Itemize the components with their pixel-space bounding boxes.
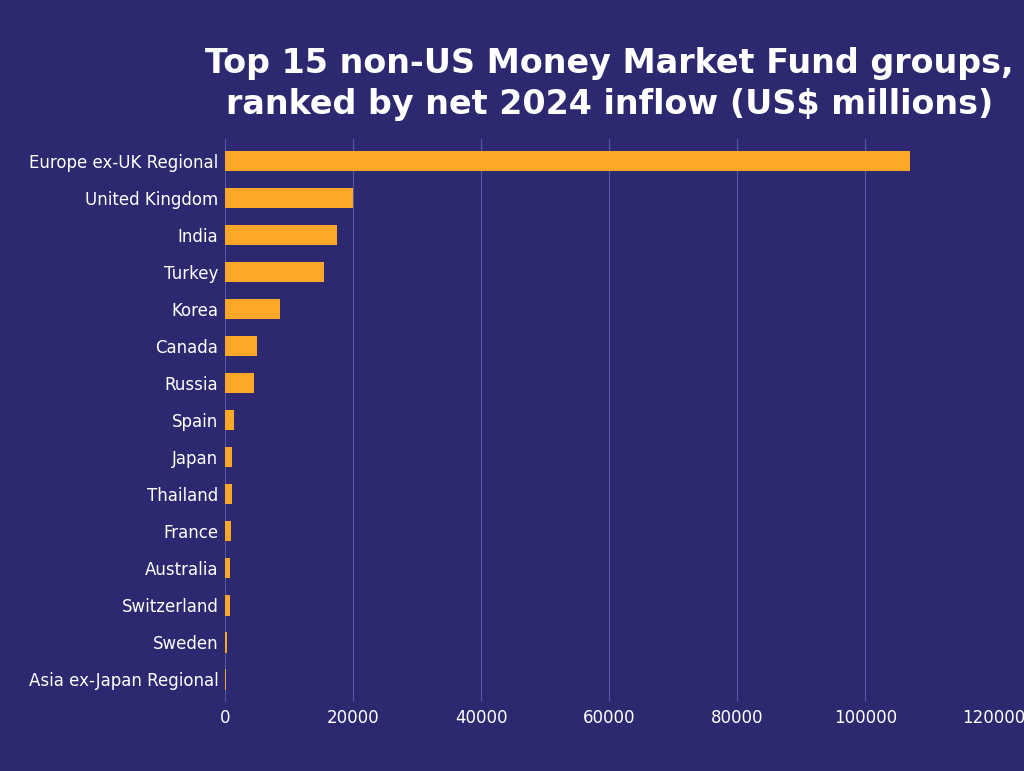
Bar: [225, 558, 230, 578]
Bar: [225, 595, 229, 615]
Bar: [225, 521, 231, 541]
Bar: [225, 632, 226, 652]
Bar: [225, 225, 337, 245]
Bar: [225, 336, 257, 356]
Bar: [225, 373, 254, 393]
Bar: [225, 484, 231, 504]
Bar: [225, 299, 280, 319]
Bar: [225, 262, 325, 282]
Bar: [225, 447, 232, 467]
Bar: [225, 151, 910, 171]
Bar: [225, 188, 353, 208]
Bar: [225, 410, 233, 430]
Title: Top 15 non-US Money Market Fund groups,
ranked by net 2024 inflow (US$ millions): Top 15 non-US Money Market Fund groups, …: [205, 47, 1014, 121]
